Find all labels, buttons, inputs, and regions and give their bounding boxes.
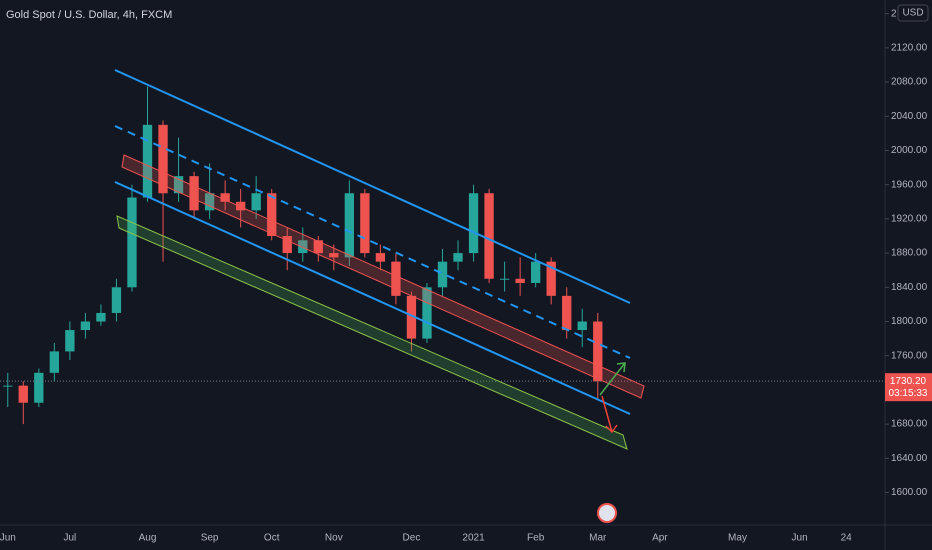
candle-body: [251, 193, 261, 211]
x-tick-label: Mar: [589, 533, 607, 544]
candle-body: [515, 278, 525, 284]
candle-body: [593, 321, 603, 382]
candle-body: [499, 278, 510, 280]
candle-body: [65, 330, 75, 352]
candle-body: [313, 240, 323, 254]
candle-body: [468, 193, 479, 254]
candle-body: [531, 261, 541, 284]
candle-body: [406, 295, 417, 339]
y-tick-label: 1840.00: [891, 282, 928, 293]
x-tick-label: Sep: [201, 533, 219, 544]
x-tick-label: May: [728, 533, 747, 544]
candle-body: [204, 193, 215, 211]
channel-bottom: [114, 181, 631, 415]
candle-body: [96, 312, 106, 322]
candle-body: [49, 351, 59, 373]
y-tick-label: 1800.00: [891, 316, 928, 327]
currency-button[interactable]: [897, 4, 929, 22]
x-tick-label: 24: [841, 533, 853, 544]
y-tick-label: 2040.00: [891, 111, 928, 122]
candle-body: [360, 193, 370, 254]
candle-body: [298, 240, 308, 254]
candle-body: [173, 176, 184, 194]
drawings: [114, 69, 645, 523]
candle-body: [158, 124, 168, 194]
candle-body: [562, 295, 572, 331]
up-arrow: [599, 362, 626, 396]
y-tick-label: 1680.00: [891, 419, 928, 430]
candle-body: [220, 193, 230, 202]
y-tick-label: 1960.00: [891, 179, 928, 190]
candle-body: [437, 261, 448, 288]
candle-body: [34, 372, 44, 403]
y-tick-label: 1920.00: [891, 214, 928, 225]
candle-body: [18, 385, 28, 403]
currency: USD: [902, 8, 923, 19]
candle-body: [111, 287, 122, 313]
x-tick-label: Jun: [0, 533, 16, 544]
candle-body: [189, 176, 199, 211]
candle-body: [453, 253, 463, 262]
x-tick-label: Dec: [403, 533, 421, 544]
y-tick-label: 1760.00: [891, 350, 928, 361]
candle-body: [236, 201, 246, 211]
y-tick-label: 1640.00: [891, 453, 928, 464]
support-band: [116, 215, 628, 450]
y-tick-label: 2080.00: [891, 77, 928, 88]
x-tick-label: 2021: [462, 533, 485, 544]
candle-body: [142, 124, 153, 198]
last-price-label: 1730.20: [890, 376, 927, 387]
y-tick-label: 2000.00: [891, 145, 928, 156]
event-icon[interactable]: [597, 503, 617, 523]
x-tick-label: Nov: [325, 533, 343, 544]
candle-body: [375, 253, 386, 262]
candle-body: [267, 193, 277, 236]
chart-title: Gold Spot / U.S. Dollar, 4h, FXCM: [6, 9, 172, 21]
x-tick-label: Jun: [792, 533, 808, 544]
y-tick-label: 1600.00: [891, 487, 928, 498]
countdown: 03:15:33: [889, 388, 928, 399]
x-tick-label: Aug: [139, 533, 157, 544]
down-arrow: [601, 395, 613, 433]
up-arrow-head: [616, 362, 626, 373]
y-tick-label: 2: [891, 8, 897, 19]
candle-body: [127, 197, 137, 288]
candle-body: [422, 287, 432, 339]
candle-body: [329, 253, 339, 258]
x-tick-label: Apr: [652, 533, 668, 544]
candle-body: [80, 321, 91, 331]
channel-mid: [114, 125, 631, 359]
candle-body: [546, 261, 556, 296]
last-price-box: [885, 373, 932, 402]
x-tick-label: Feb: [527, 533, 545, 544]
candle-body: [3, 385, 13, 387]
channel-top: [114, 69, 631, 304]
candle-body: [391, 261, 401, 296]
down-arrow-head: [605, 424, 618, 434]
candle-body: [344, 193, 354, 258]
resistance-band: [121, 154, 645, 399]
x-tick-label: Jul: [63, 533, 76, 544]
y-tick-label: 2120.00: [891, 43, 928, 54]
candle-body: [484, 193, 494, 279]
x-tick-label: Oct: [264, 533, 280, 544]
candle-body: [577, 321, 587, 331]
candle-body: [282, 235, 292, 254]
y-tick-label: 1880.00: [891, 248, 928, 259]
